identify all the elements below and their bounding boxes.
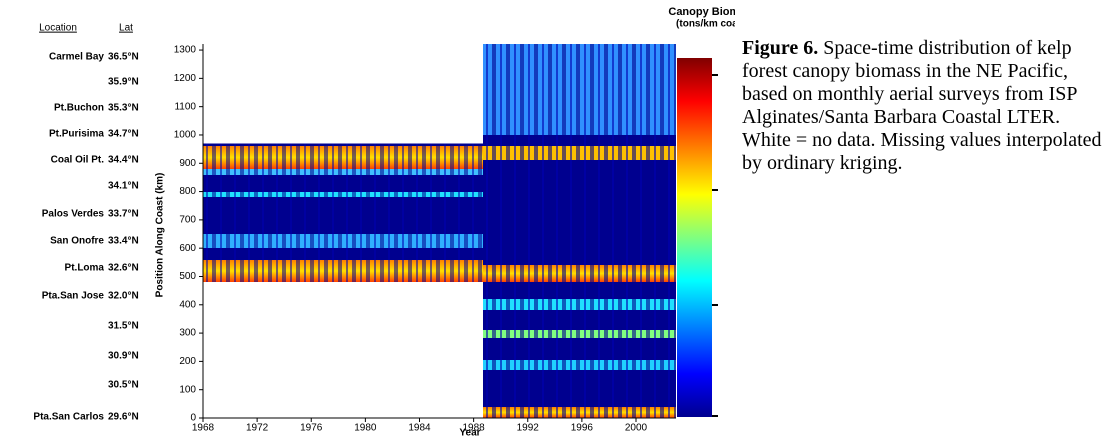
location-name: Carmel Bay xyxy=(49,52,104,63)
x-tick-label: 1984 xyxy=(408,423,431,434)
x-tick-label: 1988 xyxy=(463,423,486,434)
colorbar-title: Canopy Biomass xyxy=(668,6,735,18)
x-tick-label: 1992 xyxy=(517,423,540,434)
location-name: Coal Oil Pt. xyxy=(51,155,105,166)
x-tick-label: 1972 xyxy=(246,423,269,434)
location-name: Pt.Loma xyxy=(65,263,105,274)
caption: Figure 6. Space-time distribution of kel… xyxy=(742,37,1110,175)
y-tick-label: 600 xyxy=(179,243,196,254)
y-tick-label: 900 xyxy=(179,158,196,169)
caption-text: Space-time distribution of kelp forest c… xyxy=(742,37,1102,174)
location-lat: 31.5°N xyxy=(108,321,139,332)
colorbar xyxy=(677,58,712,417)
y-tick-label: 700 xyxy=(179,215,196,226)
figure: Canopy Biomass (tons/km coast) Position … xyxy=(33,6,735,439)
location-name: Palos Verdes xyxy=(42,209,105,220)
y-tick-label: 400 xyxy=(179,299,196,310)
location-lat: 36.5°N xyxy=(108,52,139,63)
x-tick-label: 1976 xyxy=(300,423,323,434)
x-tick-label: 1968 xyxy=(192,423,215,434)
location-lat: 33.4°N xyxy=(108,236,139,247)
column-header: Lat xyxy=(119,23,133,34)
y-tick-label: 1100 xyxy=(174,101,196,112)
y-tick-label: 300 xyxy=(179,328,196,339)
location-lat: 30.5°N xyxy=(108,380,139,391)
location-name: Pta.San Carlos xyxy=(33,412,104,423)
location-lat: 34.1°N xyxy=(108,181,139,192)
y-tick-label: 1300 xyxy=(174,45,197,56)
location-lat: 33.7°N xyxy=(108,209,139,220)
y-tick-label: 100 xyxy=(179,384,196,395)
location-name: Pt.Buchon xyxy=(54,103,104,114)
y-tick-label: 800 xyxy=(179,186,196,197)
colorbar-ticks xyxy=(712,74,718,417)
location-name: San Onofre xyxy=(50,236,104,247)
location-lat: 34.4°N xyxy=(108,155,139,166)
y-tick-label: 1200 xyxy=(174,73,197,84)
x-tick-label: 1996 xyxy=(571,423,594,434)
location-name: Pta.San Jose xyxy=(42,291,105,302)
location-lat: 32.6°N xyxy=(108,263,139,274)
y-tick-label: 0 xyxy=(190,413,196,424)
location-lat: 34.7°N xyxy=(108,129,139,140)
location-name: Pt.Purisima xyxy=(49,129,104,140)
location-lat: 35.3°N xyxy=(108,103,139,114)
location-lat: 30.9°N xyxy=(108,351,139,362)
column-header: Location xyxy=(39,23,77,34)
location-lat: 29.6°N xyxy=(108,412,139,423)
heatmap xyxy=(203,44,676,418)
y-tick-label: 500 xyxy=(179,271,196,282)
x-tick-label: 1980 xyxy=(354,423,377,434)
location-lat: 35.9°N xyxy=(108,77,139,88)
y-axis-label: Position Along Coast (km) xyxy=(155,173,166,298)
location-lat: 32.0°N xyxy=(108,291,139,302)
colorbar-title: (tons/km coast) xyxy=(676,19,735,30)
x-tick-label: 2000 xyxy=(625,423,648,434)
x-axis-label: Year xyxy=(459,428,480,439)
caption-label: Figure 6. xyxy=(742,37,819,59)
y-tick-label: 1000 xyxy=(174,130,197,141)
y-tick-label: 200 xyxy=(179,356,196,367)
